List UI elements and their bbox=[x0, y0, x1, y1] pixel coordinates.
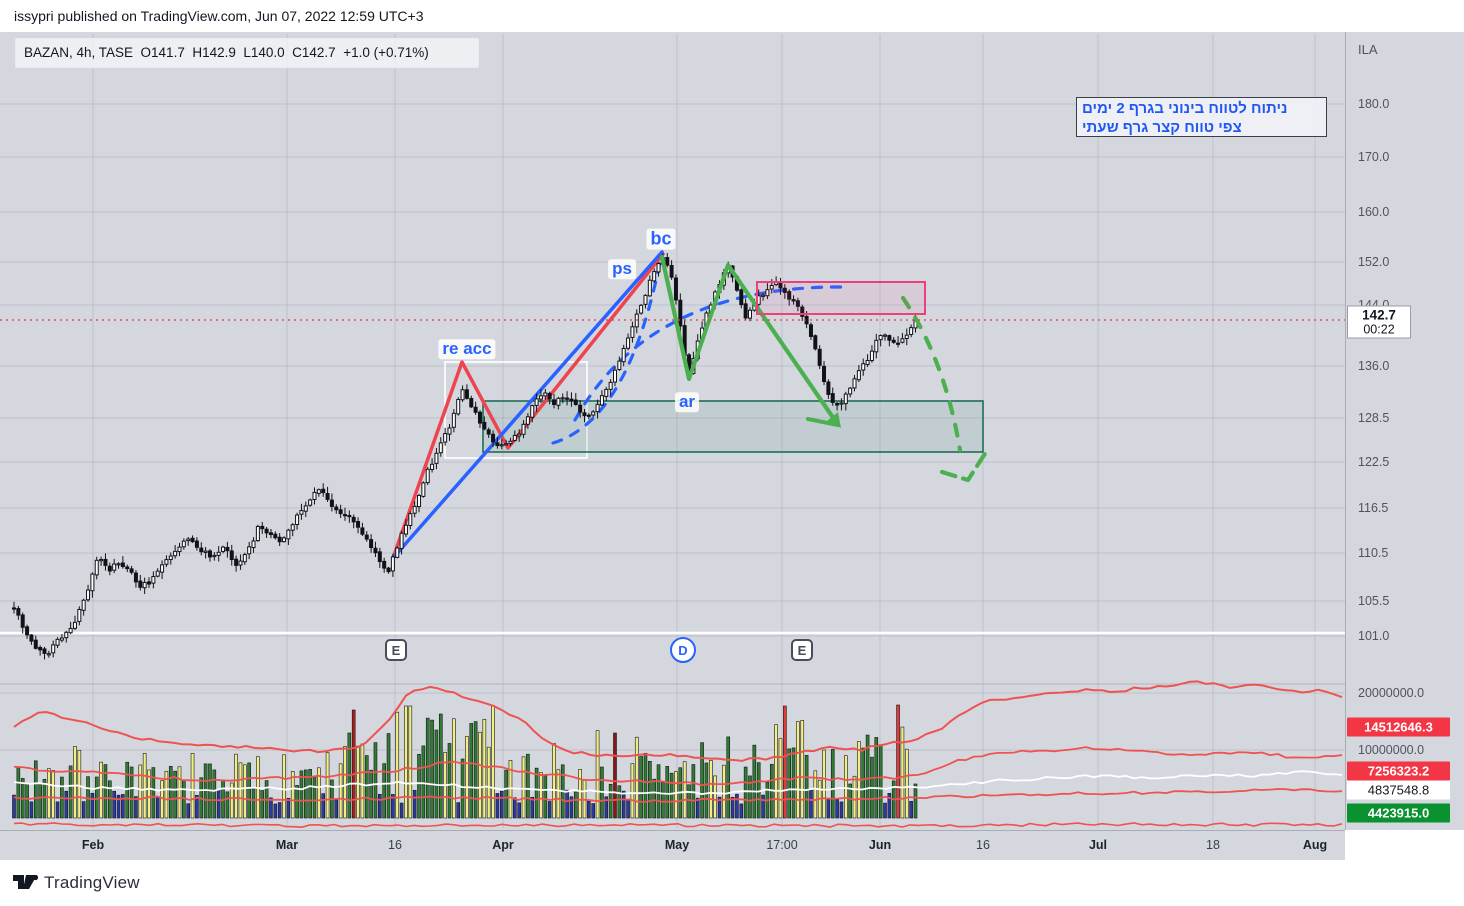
price-tick: 105.5 bbox=[1358, 594, 1390, 608]
price-tick: 110.5 bbox=[1358, 546, 1389, 560]
currency-label: ILA bbox=[1358, 42, 1378, 57]
time-tick-16: 16 bbox=[388, 838, 402, 852]
price-tick: 116.5 bbox=[1358, 501, 1389, 515]
analysis-note-line2: צפי טווח קצר גרף שעתי bbox=[1082, 119, 1242, 136]
volume-badge: 4837548.8 bbox=[1347, 780, 1450, 800]
price-tick: 122.5 bbox=[1358, 455, 1390, 469]
price-tick: 180.0 bbox=[1358, 97, 1390, 111]
volume-tick: 10000000.0 bbox=[1358, 743, 1425, 757]
analysis-note-line1: ניתוח לטווח בינוני בגרף 2 ימים bbox=[1082, 100, 1288, 117]
earnings-marker-E[interactable]: E bbox=[385, 639, 407, 661]
footer-bar: TradingView bbox=[0, 860, 1464, 906]
time-tick-16: 16 bbox=[976, 838, 990, 852]
price-tick: 160.0 bbox=[1358, 205, 1390, 219]
bar-countdown: 00:22 bbox=[1363, 322, 1395, 337]
last-price-tag: 142.7 00:22 bbox=[1347, 305, 1411, 339]
time-tick-Mar: Mar bbox=[275, 838, 299, 852]
header-bar: issypri published on TradingView.com, Ju… bbox=[0, 0, 1464, 32]
volume-badge: 4423915.0 bbox=[1347, 803, 1450, 823]
symbol-legend-text: BAZAN, 4h, TASE O141.7 H142.9 L140.0 C14… bbox=[24, 45, 429, 60]
time-tick-Feb: Feb bbox=[81, 838, 105, 852]
price-axis[interactable]: ILA 180.0170.0160.0152.0144.0136.0128.51… bbox=[1345, 32, 1464, 830]
symbol-legend[interactable]: BAZAN, 4h, TASE O141.7 H142.9 L140.0 C14… bbox=[15, 38, 479, 68]
price-tick: 136.0 bbox=[1358, 359, 1390, 373]
volume-badge: 14512646.3 bbox=[1347, 717, 1450, 737]
wyckoff-label-bc[interactable]: bc bbox=[646, 228, 676, 250]
time-tick-Jul: Jul bbox=[1088, 838, 1108, 852]
price-tick: 101.0 bbox=[1358, 629, 1390, 643]
wyckoff-label-re-acc[interactable]: re acc bbox=[438, 339, 496, 359]
time-tick-18: 18 bbox=[1206, 838, 1220, 852]
wyckoff-label-ps[interactable]: ps bbox=[608, 259, 636, 279]
time-tick-May: May bbox=[664, 838, 690, 852]
earnings-marker-E[interactable]: E bbox=[791, 639, 813, 661]
wyckoff-label-ar[interactable]: ar bbox=[674, 392, 700, 412]
brand-name: TradingView bbox=[44, 873, 140, 892]
analysis-note[interactable]: ניתוח לטווח בינוני בגרף 2 ימים צפי טווח … bbox=[1076, 97, 1327, 137]
volume-badge: 7256323.2 bbox=[1347, 761, 1450, 781]
publish-line: issypri published on TradingView.com, Ju… bbox=[14, 8, 424, 24]
dividends-marker-D[interactable]: D bbox=[670, 637, 696, 663]
price-tick: 170.0 bbox=[1358, 150, 1390, 164]
time-axis[interactable]: Feb Mar 16 Apr May 17:00 Jun 16 Jul 18 Aug bbox=[0, 830, 1345, 861]
price-chart-canvas[interactable] bbox=[0, 0, 1345, 830]
tradingview-logo-icon bbox=[13, 874, 39, 889]
last-price-value: 142.7 bbox=[1362, 307, 1396, 323]
price-tick: 152.0 bbox=[1358, 255, 1390, 269]
time-tick-Apr: Apr bbox=[492, 838, 514, 852]
time-tick-1700: 17:00 bbox=[766, 838, 798, 852]
price-tick: 128.5 bbox=[1358, 411, 1390, 425]
time-tick-Jun: Jun bbox=[868, 838, 892, 852]
time-tick-Aug: Aug bbox=[1302, 838, 1328, 852]
volume-tick: 20000000.0 bbox=[1358, 686, 1425, 700]
